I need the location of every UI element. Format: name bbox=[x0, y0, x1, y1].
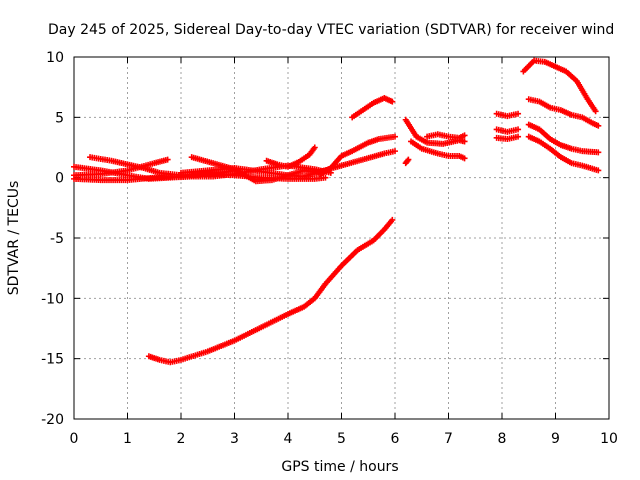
series-13 bbox=[402, 156, 412, 167]
y-tick-label: -20 bbox=[41, 412, 64, 428]
data-point bbox=[311, 144, 318, 151]
y-tick-label: -15 bbox=[41, 352, 64, 368]
series-21 bbox=[145, 216, 396, 366]
x-tick-label: 7 bbox=[444, 431, 453, 447]
plot-border bbox=[73, 56, 610, 420]
y-tick-label: -10 bbox=[41, 291, 64, 307]
data-point bbox=[515, 133, 522, 140]
data-point bbox=[392, 133, 398, 140]
chart-title: Day 245 of 2025, Sidereal Day-to-day VTE… bbox=[48, 22, 614, 38]
x-tick-label: 6 bbox=[391, 431, 400, 447]
y-tick-label: 0 bbox=[55, 171, 64, 187]
series-10 bbox=[402, 116, 468, 147]
series-16 bbox=[493, 133, 522, 143]
data-point bbox=[592, 108, 599, 115]
x-tick-label: 10 bbox=[600, 431, 618, 447]
data-point bbox=[461, 132, 468, 139]
data-point bbox=[322, 174, 329, 181]
data-point bbox=[164, 156, 171, 163]
series-17 bbox=[520, 57, 599, 115]
data-point bbox=[515, 126, 522, 133]
data-point bbox=[595, 122, 602, 129]
data-point bbox=[389, 216, 396, 223]
data-point bbox=[461, 155, 468, 162]
x-axis-label: GPS time / hours bbox=[281, 459, 398, 475]
series-14 bbox=[493, 110, 522, 120]
x-tick-label: 1 bbox=[123, 431, 132, 447]
data-point bbox=[392, 148, 398, 155]
x-tick-label: 5 bbox=[337, 431, 346, 447]
series-6 bbox=[263, 144, 318, 170]
x-tick-label: 9 bbox=[551, 431, 560, 447]
y-tick-label: 10 bbox=[46, 50, 64, 66]
series-18 bbox=[525, 96, 602, 129]
series-15 bbox=[493, 126, 522, 135]
data-point bbox=[595, 167, 602, 174]
x-tick-label: 8 bbox=[498, 431, 507, 447]
data-point bbox=[405, 156, 412, 163]
data-point bbox=[515, 110, 522, 117]
data-point bbox=[461, 138, 468, 145]
data-point bbox=[595, 149, 602, 156]
series-11 bbox=[408, 138, 468, 162]
series-20 bbox=[525, 133, 602, 174]
grid-lines bbox=[74, 57, 609, 419]
x-tick-label: 2 bbox=[177, 431, 186, 447]
x-tick-labels: 0 1 2 3 4 5 6 7 8 9 10 bbox=[70, 431, 618, 447]
x-tick-label: 3 bbox=[230, 431, 239, 447]
x-tick-label: 4 bbox=[284, 431, 293, 447]
series-19 bbox=[525, 121, 602, 156]
y-tick-labels: 10 5 0 -5 -10 -15 -20 bbox=[41, 50, 64, 428]
x-tick-label: 0 bbox=[70, 431, 79, 447]
y-tick-label: -5 bbox=[50, 231, 64, 247]
series-12 bbox=[424, 131, 468, 141]
data-point bbox=[389, 98, 396, 105]
y-tick-label: 5 bbox=[55, 110, 64, 126]
y-axis-label: SDTVAR / TECUs bbox=[6, 181, 22, 296]
series-9 bbox=[349, 95, 396, 121]
data-points bbox=[71, 57, 602, 366]
series-8 bbox=[317, 133, 398, 178]
